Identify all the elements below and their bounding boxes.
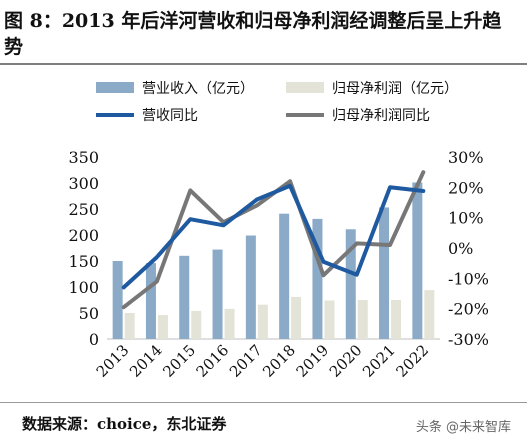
x-tick-label: 2016 [193, 341, 233, 381]
net-profit-bar [191, 310, 202, 339]
legend-label-revenue-bar: 营业收入（亿元） [142, 81, 254, 97]
x-tick-label: 2014 [126, 341, 166, 381]
y-right-tick-label: 10% [448, 209, 484, 228]
legend-swatch-revenue-bar [96, 82, 134, 93]
revenue-bar [212, 249, 223, 339]
y-left-tick-label: 200 [68, 226, 99, 245]
data-source-note: 数据来源：choice，东北证券 [22, 415, 227, 433]
net-profit-bar [391, 300, 402, 339]
x-tick-label: 2015 [159, 341, 199, 381]
y-left-tick-label: 350 [68, 148, 99, 167]
x-tick-label: 2019 [293, 341, 333, 381]
net-profit-bar [224, 308, 235, 339]
y-left-tick-label: 150 [68, 252, 99, 271]
y-right-tick-label: -30% [448, 330, 489, 349]
figure-title: 图 8：2013 年后洋河营收和归母净利润经调整后呈上升趋势 [4, 10, 502, 58]
x-tick-label: 2018 [259, 341, 299, 381]
revenue-bar [245, 235, 256, 339]
net-profit-bar [424, 290, 435, 339]
legend-label-net-profit-yoy-line: 归母净利润同比 [332, 107, 430, 124]
legend-label-revenue-yoy-line: 营收同比 [142, 108, 198, 124]
revenue-profit-chart: 营业收入（亿元） 归母净利润（亿元） 营收同比 归母净利润同比 0 50 100 15… [68, 80, 489, 381]
y-right-tick-label: -20% [448, 300, 489, 319]
y-left-tick-label: 50 [79, 304, 99, 323]
y-right-tick-label: -10% [448, 269, 489, 288]
net-profit-bar [124, 313, 135, 339]
revenue-bar [145, 263, 156, 339]
x-tick-label: 2017 [226, 341, 266, 381]
x-tick-label: 2020 [326, 341, 366, 381]
x-tick-label: 2021 [359, 341, 399, 381]
x-tick-label: 2022 [392, 341, 432, 381]
y-left-tick-label: 300 [68, 174, 99, 193]
y-left-tick-label: 250 [68, 200, 99, 219]
legend-swatch-net-profit-bar [286, 82, 324, 93]
revenue-bar [379, 207, 390, 339]
watermark: 头条 @未来智库 [415, 420, 511, 435]
legend-label-net-profit-bar: 归母净利润（亿元） [332, 80, 458, 97]
footer-divider [0, 402, 527, 403]
net-profit-bar [157, 315, 168, 339]
chart-legend: 营业收入（亿元） 归母净利润（亿元） 营收同比 归母净利润同比 [96, 80, 458, 124]
plot-area: 0 50 100 150 200 250 300 350 -30% -20% -10% 0% 10% 20… [68, 148, 489, 381]
title-divider [0, 63, 527, 65]
net-profit-bar [257, 304, 268, 339]
y-right-tick-label: 30% [448, 148, 484, 167]
y-left-tick-label: 100 [68, 278, 99, 297]
revenue-yoy-line [121, 183, 426, 290]
net-profit-bar [324, 300, 335, 339]
net-profit-bar [291, 296, 302, 339]
y-right-tick-label: 20% [448, 178, 484, 197]
y-right-tick-label: 0% [448, 239, 473, 258]
revenue-bar [279, 213, 290, 339]
revenue-bar [112, 261, 123, 339]
revenue-bar [179, 255, 190, 339]
y-left-tick-label: 0 [89, 330, 99, 349]
revenue-bar [345, 229, 356, 339]
net-profit-bar [357, 300, 368, 339]
revenue-bar [312, 218, 323, 339]
revenue-bar [412, 182, 423, 339]
